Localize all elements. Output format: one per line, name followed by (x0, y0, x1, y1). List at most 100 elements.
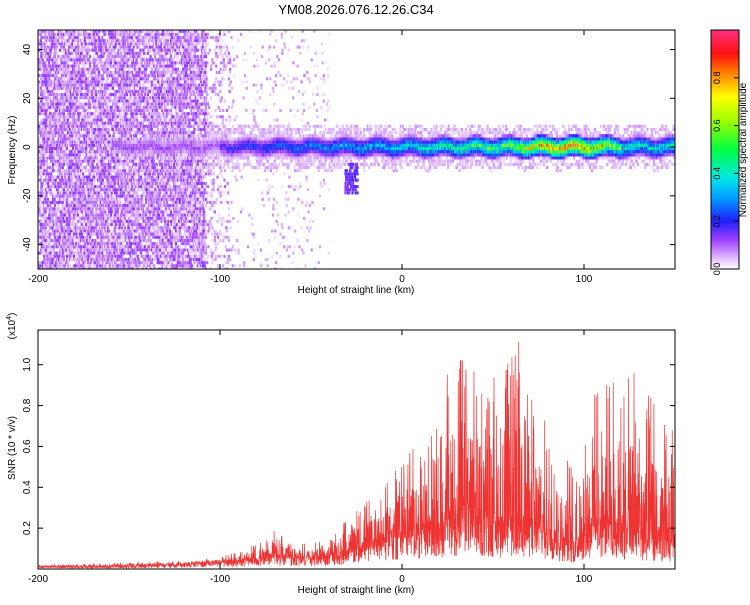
heatmap-cell (95, 109, 97, 112)
heatmap-cell (44, 103, 46, 106)
heatmap-cell (51, 185, 53, 188)
heatmap-cell (121, 185, 123, 188)
heatmap-cell (120, 245, 122, 248)
heatmap-cell (89, 55, 91, 58)
heatmap-cell (95, 84, 97, 87)
heatmap-cell (59, 252, 61, 255)
heatmap-cell (81, 255, 83, 258)
heatmap-cell (50, 74, 52, 77)
heatmap-cell (92, 163, 94, 166)
heatmap-cell (81, 77, 83, 80)
heatmap-cell (79, 49, 81, 52)
heatmap-cell (86, 245, 88, 248)
heatmap-cell (111, 252, 113, 255)
heatmap-cell (79, 150, 81, 153)
heatmap-cell (84, 220, 86, 223)
heatmap-cell (63, 46, 65, 49)
heatmap-cell (90, 150, 92, 153)
heatmap-cell (57, 150, 59, 153)
heatmap-cell (72, 179, 74, 182)
heatmap-cell (100, 176, 102, 179)
heatmap-cell (78, 138, 80, 141)
heatmap-cell (83, 65, 85, 68)
heatmap-cell (58, 131, 60, 134)
heatmap-cell (43, 242, 45, 245)
heatmap-cell (48, 172, 50, 175)
heatmap-cell (118, 230, 120, 233)
heatmap-cell (127, 33, 129, 36)
heatmap-cell (64, 115, 66, 118)
heatmap-cell (47, 204, 49, 207)
heatmap-cell (104, 39, 106, 42)
heatmap-cell (64, 77, 66, 80)
heatmap-cell (82, 236, 84, 239)
heatmap-cell (125, 258, 127, 261)
heatmap-cell (92, 74, 94, 77)
heatmap-cell (48, 201, 50, 204)
heatmap-cell (117, 217, 119, 220)
heatmap-cell (106, 125, 108, 128)
heatmap-cell (99, 106, 101, 109)
heatmap-cell (102, 122, 104, 125)
heatmap-cell (116, 249, 118, 252)
heatmap-cell (76, 49, 78, 52)
heatmap-cell (72, 131, 74, 134)
heatmap-cell (62, 226, 64, 229)
heatmap-cell (71, 179, 73, 182)
heatmap-cell (106, 103, 108, 106)
heatmap-cell (57, 169, 59, 172)
heatmap-cell (120, 201, 122, 204)
heatmap-cell (53, 58, 55, 61)
heatmap-cell (80, 33, 82, 36)
heatmap-cell (52, 42, 54, 45)
heatmap-cell (48, 185, 50, 188)
heatmap-cell (120, 220, 122, 223)
heatmap-cell (75, 52, 77, 55)
heatmap-cell (69, 153, 71, 156)
heatmap-cell (125, 210, 127, 213)
heatmap-cell (51, 201, 53, 204)
heatmap-cell (123, 166, 125, 169)
heatmap-cell (116, 103, 118, 106)
heatmap-cell (105, 128, 107, 131)
heatmap-cell (95, 153, 97, 156)
heatmap-cell (69, 90, 71, 93)
heatmap-cell (77, 220, 79, 223)
heatmap-cell (67, 172, 69, 175)
heatmap-cell (116, 191, 118, 194)
heatmap-cell (111, 52, 113, 55)
heatmap-cell (76, 87, 78, 90)
heatmap-cell (48, 68, 50, 71)
heatmap-cell (62, 96, 64, 99)
heatmap-cell (55, 80, 57, 83)
heatmap-cell (82, 185, 84, 188)
heatmap-cell (89, 61, 91, 64)
heatmap-cell (62, 61, 64, 64)
heatmap-cell (97, 242, 99, 245)
heatmap-cell (44, 261, 46, 264)
heatmap-cell (44, 182, 46, 185)
heatmap-cell (115, 119, 117, 122)
heatmap-cell (98, 33, 100, 36)
heatmap-cell (54, 33, 56, 36)
heatmap-cell (43, 230, 45, 233)
heatmap-cell (65, 39, 67, 42)
heatmap-cell (122, 258, 124, 261)
heatmap-cell (77, 172, 79, 175)
heatmap-cell (65, 245, 67, 248)
heatmap-cell (93, 252, 95, 255)
heatmap-cell (71, 33, 73, 36)
heatmap-cell (115, 42, 117, 45)
heatmap-cell (47, 198, 49, 201)
heatmap-cell (41, 125, 43, 128)
heatmap-cell (128, 52, 130, 55)
heatmap-cell (110, 249, 112, 252)
heatmap-cell (120, 122, 122, 125)
heatmap-cell (64, 103, 66, 106)
heatmap-cell (65, 191, 67, 194)
heatmap-cell (100, 191, 102, 194)
heatmap-cell (121, 125, 123, 128)
heatmap-cell (44, 90, 46, 93)
heatmap-cell (43, 163, 45, 166)
heatmap-cell (48, 214, 50, 217)
